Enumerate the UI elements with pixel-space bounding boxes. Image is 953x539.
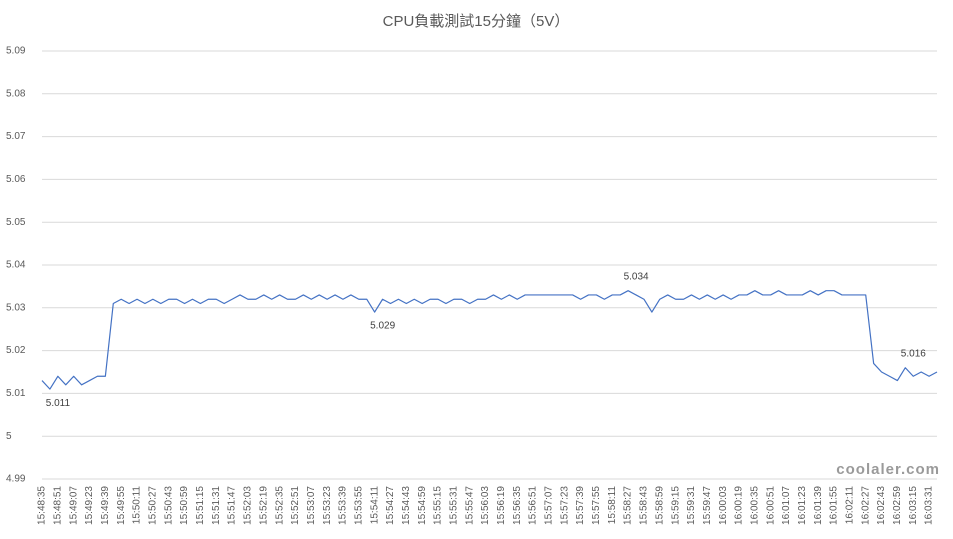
x-tick-label: 15:49:55 bbox=[116, 486, 127, 525]
x-tick-label: 15:58:27 bbox=[623, 486, 634, 525]
x-tick-label: 15:58:59 bbox=[654, 486, 665, 525]
x-tick-label: 16:02:59 bbox=[892, 486, 903, 525]
x-tick-label: 15:57:55 bbox=[591, 486, 602, 525]
x-tick-label: 15:48:51 bbox=[52, 486, 63, 525]
x-tick-label: 16:03:15 bbox=[908, 486, 919, 525]
x-tick-label: 15:54:11 bbox=[369, 486, 380, 525]
x-tick-label: 16:00:35 bbox=[749, 486, 760, 525]
y-tick-label: 5.08 bbox=[6, 88, 26, 99]
data-label: 5.011 bbox=[46, 398, 71, 409]
data-line bbox=[41, 290, 938, 390]
y-tick-label: 5.09 bbox=[6, 46, 26, 57]
data-label: 5.016 bbox=[901, 348, 926, 359]
x-tick-label: 15:58:43 bbox=[639, 486, 650, 525]
x-tick-label: 16:00:03 bbox=[718, 486, 729, 525]
x-tick-label: 15:50:11 bbox=[132, 486, 143, 525]
x-tick-label: 15:51:15 bbox=[195, 486, 206, 525]
x-tick-label: 15:56:51 bbox=[528, 486, 539, 525]
watermark: coolaler.com bbox=[836, 461, 940, 478]
x-tick-label: 15:49:23 bbox=[84, 486, 95, 525]
x-tick-label: 16:02:27 bbox=[860, 486, 871, 525]
x-tick-label: 15:51:31 bbox=[211, 486, 222, 525]
x-tick-label: 15:52:19 bbox=[258, 486, 269, 525]
y-tick-label: 5.01 bbox=[6, 388, 26, 399]
x-tick-label: 15:59:15 bbox=[670, 486, 681, 525]
y-tick-label: 5.03 bbox=[6, 302, 26, 313]
x-tick-label: 16:03:31 bbox=[924, 486, 935, 525]
x-tick-label: 15:51:47 bbox=[227, 486, 238, 525]
chart-title: CPU負載測試15分鐘（5V） bbox=[383, 13, 570, 30]
x-tick-label: 16:00:19 bbox=[734, 486, 745, 525]
y-tick-label: 5.06 bbox=[6, 174, 26, 185]
x-tick-label: 15:54:59 bbox=[417, 486, 428, 525]
x-tick-label: 15:56:19 bbox=[496, 486, 507, 525]
x-tick-label: 16:01:07 bbox=[781, 486, 792, 525]
x-tick-label: 15:52:51 bbox=[290, 486, 301, 525]
x-tick-label: 15:55:31 bbox=[448, 486, 459, 525]
x-tick-label: 15:53:55 bbox=[353, 486, 364, 525]
x-tick-label: 15:56:03 bbox=[480, 486, 491, 525]
y-tick-label: 5 bbox=[6, 431, 12, 442]
x-tick-label: 15:49:39 bbox=[100, 486, 111, 525]
data-label: 5.034 bbox=[624, 271, 649, 282]
x-tick-label: 15:57:39 bbox=[575, 486, 586, 525]
x-tick-label: 16:00:51 bbox=[765, 486, 776, 525]
x-tick-label: 15:52:35 bbox=[274, 486, 285, 525]
x-tick-label: 15:48:35 bbox=[37, 486, 48, 525]
y-tick-label: 5.04 bbox=[6, 260, 26, 271]
y-tick-label: 5.05 bbox=[6, 217, 26, 228]
x-tick-label: 15:53:23 bbox=[322, 486, 333, 525]
x-tick-label: 16:02:11 bbox=[845, 486, 856, 525]
y-tick-label: 4.99 bbox=[6, 474, 26, 485]
y-tick-label: 5.02 bbox=[6, 345, 26, 356]
x-tick-label: 15:50:59 bbox=[179, 486, 190, 525]
x-tick-label: 15:50:27 bbox=[148, 486, 159, 525]
y-tick-label: 5.07 bbox=[6, 131, 26, 142]
x-tick-label: 15:53:39 bbox=[338, 486, 349, 525]
x-tick-label: 16:01:23 bbox=[797, 486, 808, 525]
x-tick-label: 16:01:55 bbox=[829, 486, 840, 525]
x-tick-label: 15:57:23 bbox=[559, 486, 570, 525]
x-tick-label: 15:59:31 bbox=[686, 486, 697, 525]
x-tick-label: 15:55:15 bbox=[433, 486, 444, 525]
x-tick-label: 15:57:07 bbox=[544, 486, 555, 525]
x-tick-label: 15:54:27 bbox=[385, 486, 396, 525]
x-tick-label: 15:59:47 bbox=[702, 486, 713, 525]
x-tick-label: 15:50:43 bbox=[163, 486, 174, 525]
x-tick-label: 16:02:43 bbox=[876, 486, 887, 525]
x-tick-label: 16:01:39 bbox=[813, 486, 824, 525]
data-label: 5.029 bbox=[370, 321, 395, 332]
x-tick-label: 15:55:47 bbox=[464, 486, 475, 525]
x-tick-label: 15:49:07 bbox=[68, 486, 79, 525]
x-tick-label: 15:52:03 bbox=[243, 486, 254, 525]
x-tick-label: 15:56:35 bbox=[512, 486, 523, 525]
x-tick-label: 15:54:43 bbox=[401, 486, 412, 525]
x-tick-label: 15:58:11 bbox=[607, 486, 618, 525]
x-tick-label: 15:53:07 bbox=[306, 486, 317, 525]
